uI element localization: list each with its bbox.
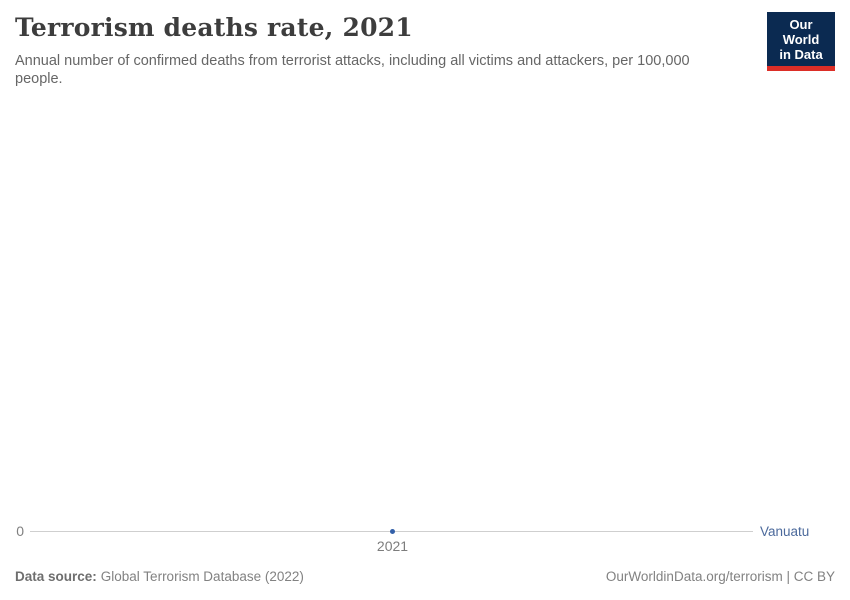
data-source-label: Data source:	[15, 569, 97, 584]
series-label-vanuatu[interactable]: Vanuatu	[760, 524, 810, 539]
footer-credit-link[interactable]: OurWorldinData.org/terrorism | CC BY	[605, 569, 835, 584]
page-title: Terrorism deaths rate, 2021	[15, 13, 413, 42]
owid-logo[interactable]: Our World in Data	[767, 12, 835, 71]
x-tick-2021: 2021	[376, 538, 409, 554]
owid-logo-line2: in Data	[779, 47, 823, 62]
chart-subtitle: Annual number of confirmed deaths from t…	[15, 53, 690, 87]
data-source-value: Global Terrorism Database (2022)	[100, 569, 304, 584]
owid-logo-line1: Our World	[782, 17, 820, 47]
y-axis-zero-label: 0	[16, 523, 24, 539]
footer-data-source: Data source: Global Terrorism Database (2…	[15, 569, 304, 584]
data-point-vanuatu-2021[interactable]	[390, 529, 395, 534]
